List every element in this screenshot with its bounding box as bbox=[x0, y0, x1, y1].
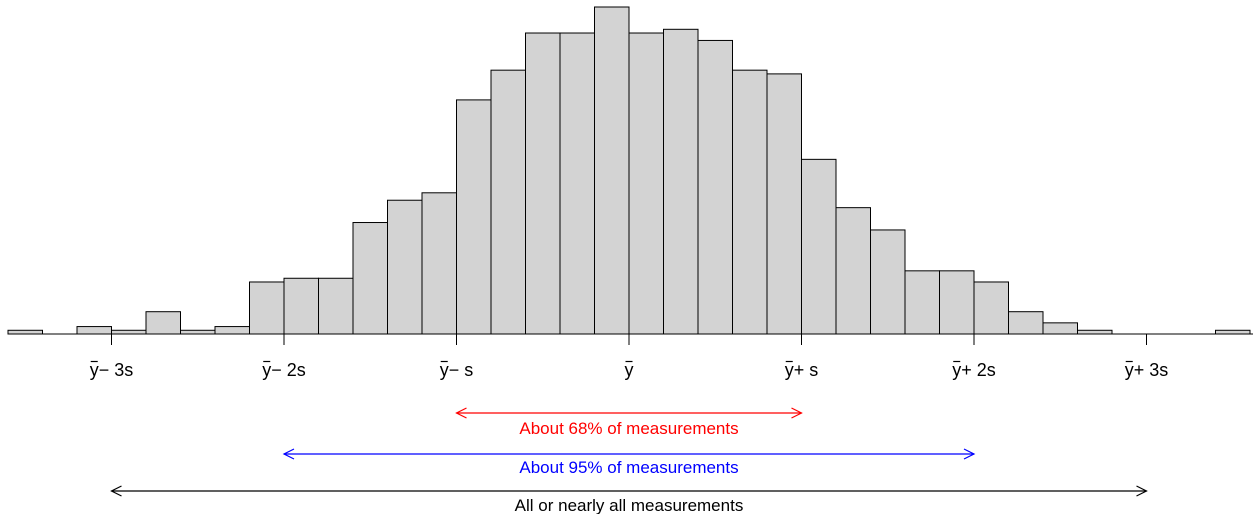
range-arrow-head-left bbox=[455, 407, 467, 419]
range-annotation: All or nearly all measurements bbox=[110, 485, 1148, 514]
range-annotation: About 68% of measurements bbox=[455, 407, 803, 438]
histogram-bar bbox=[594, 6, 630, 335]
histogram-bar bbox=[1008, 311, 1044, 335]
histogram-bar bbox=[559, 32, 595, 335]
tick-label-group: y+ s bbox=[785, 360, 819, 380]
histogram-bar bbox=[628, 32, 664, 335]
histogram-bar bbox=[870, 229, 906, 335]
histogram-bars bbox=[7, 6, 1251, 335]
range-annotation: About 95% of measurements bbox=[282, 448, 976, 477]
x-axis-tick-label: y bbox=[625, 360, 634, 380]
histogram-bar bbox=[283, 277, 319, 335]
range-arrow-head-right bbox=[791, 407, 803, 419]
x-axis-tick-label: y− 3s bbox=[90, 360, 134, 380]
range-annotations: About 68% of measurements About 95% of me… bbox=[110, 407, 1148, 514]
x-axis-tick-label: y− s bbox=[440, 360, 474, 380]
histogram-bar bbox=[421, 192, 457, 335]
tick-label-offset: + 2s bbox=[961, 360, 996, 380]
range-label: About 68% of measurements bbox=[519, 419, 738, 438]
histogram-bar bbox=[111, 329, 147, 335]
tick-label-ybar: y bbox=[90, 360, 99, 380]
tick-label-offset: − 3s bbox=[99, 360, 134, 380]
tick-label-group: y+ 3s bbox=[1125, 360, 1169, 380]
x-axis-tick-label: y+ 2s bbox=[952, 360, 996, 380]
range-arrow-head-left bbox=[282, 448, 295, 460]
histogram-bar bbox=[697, 39, 733, 335]
range-arrow-head-left bbox=[110, 485, 122, 497]
histogram-bar bbox=[490, 69, 526, 335]
tick-label-offset: + 3s bbox=[1134, 360, 1169, 380]
histogram-bar bbox=[1215, 329, 1251, 335]
histogram-bar bbox=[249, 281, 285, 335]
tick-label-offset: + s bbox=[794, 360, 819, 380]
histogram-bar bbox=[663, 28, 699, 335]
tick-label-group: y+ 2s bbox=[952, 360, 996, 380]
tick-label-group: y− 2s bbox=[262, 360, 306, 380]
histogram-bar bbox=[801, 158, 837, 335]
histogram-bar bbox=[835, 207, 871, 335]
range-label: All or nearly all measurements bbox=[515, 496, 744, 514]
histogram-bar bbox=[1077, 329, 1113, 335]
tick-label-ybar: y bbox=[785, 360, 794, 380]
histogram-bar bbox=[318, 277, 354, 335]
tick-label-ybar: y bbox=[440, 360, 449, 380]
x-axis-tick-label: y+ s bbox=[785, 360, 819, 380]
x-axis-tick-label: y− 2s bbox=[262, 360, 306, 380]
histogram-bar bbox=[973, 281, 1009, 335]
histogram-bar bbox=[7, 329, 43, 335]
histogram-bar bbox=[214, 326, 250, 335]
tick-label-ybar: y bbox=[1125, 360, 1134, 380]
x-axis-tick-label: y+ 3s bbox=[1125, 360, 1169, 380]
histogram-bar bbox=[387, 199, 423, 335]
tick-label-ybar: y bbox=[952, 360, 961, 380]
histogram-bar bbox=[145, 311, 181, 335]
histogram-bar bbox=[1042, 322, 1078, 335]
histogram-bar bbox=[525, 32, 561, 335]
histogram-bar bbox=[76, 326, 112, 335]
tick-label-ybar: y bbox=[262, 360, 271, 380]
tick-label-ybar: y bbox=[625, 360, 634, 380]
histogram-bar bbox=[939, 270, 975, 335]
tick-label-group: y bbox=[625, 360, 634, 380]
histogram-bar bbox=[180, 329, 216, 335]
histogram-bar bbox=[766, 73, 802, 335]
x-axis-ticks: y− 3s y− 2s y− s y y+ s y+ 2s y+ 3s bbox=[90, 334, 1169, 380]
range-arrow-head-right bbox=[963, 448, 976, 460]
tick-label-offset: − s bbox=[449, 360, 474, 380]
histogram-bar bbox=[904, 270, 940, 335]
tick-label-group: y− s bbox=[440, 360, 474, 380]
histogram-bar bbox=[352, 222, 388, 335]
range-arrow-head-right bbox=[1136, 485, 1148, 497]
histogram-bar bbox=[732, 69, 768, 335]
histogram-bar bbox=[456, 99, 492, 335]
tick-label-group: y− 3s bbox=[90, 360, 134, 380]
range-label: About 95% of measurements bbox=[519, 458, 738, 477]
tick-label-offset: − 2s bbox=[271, 360, 306, 380]
